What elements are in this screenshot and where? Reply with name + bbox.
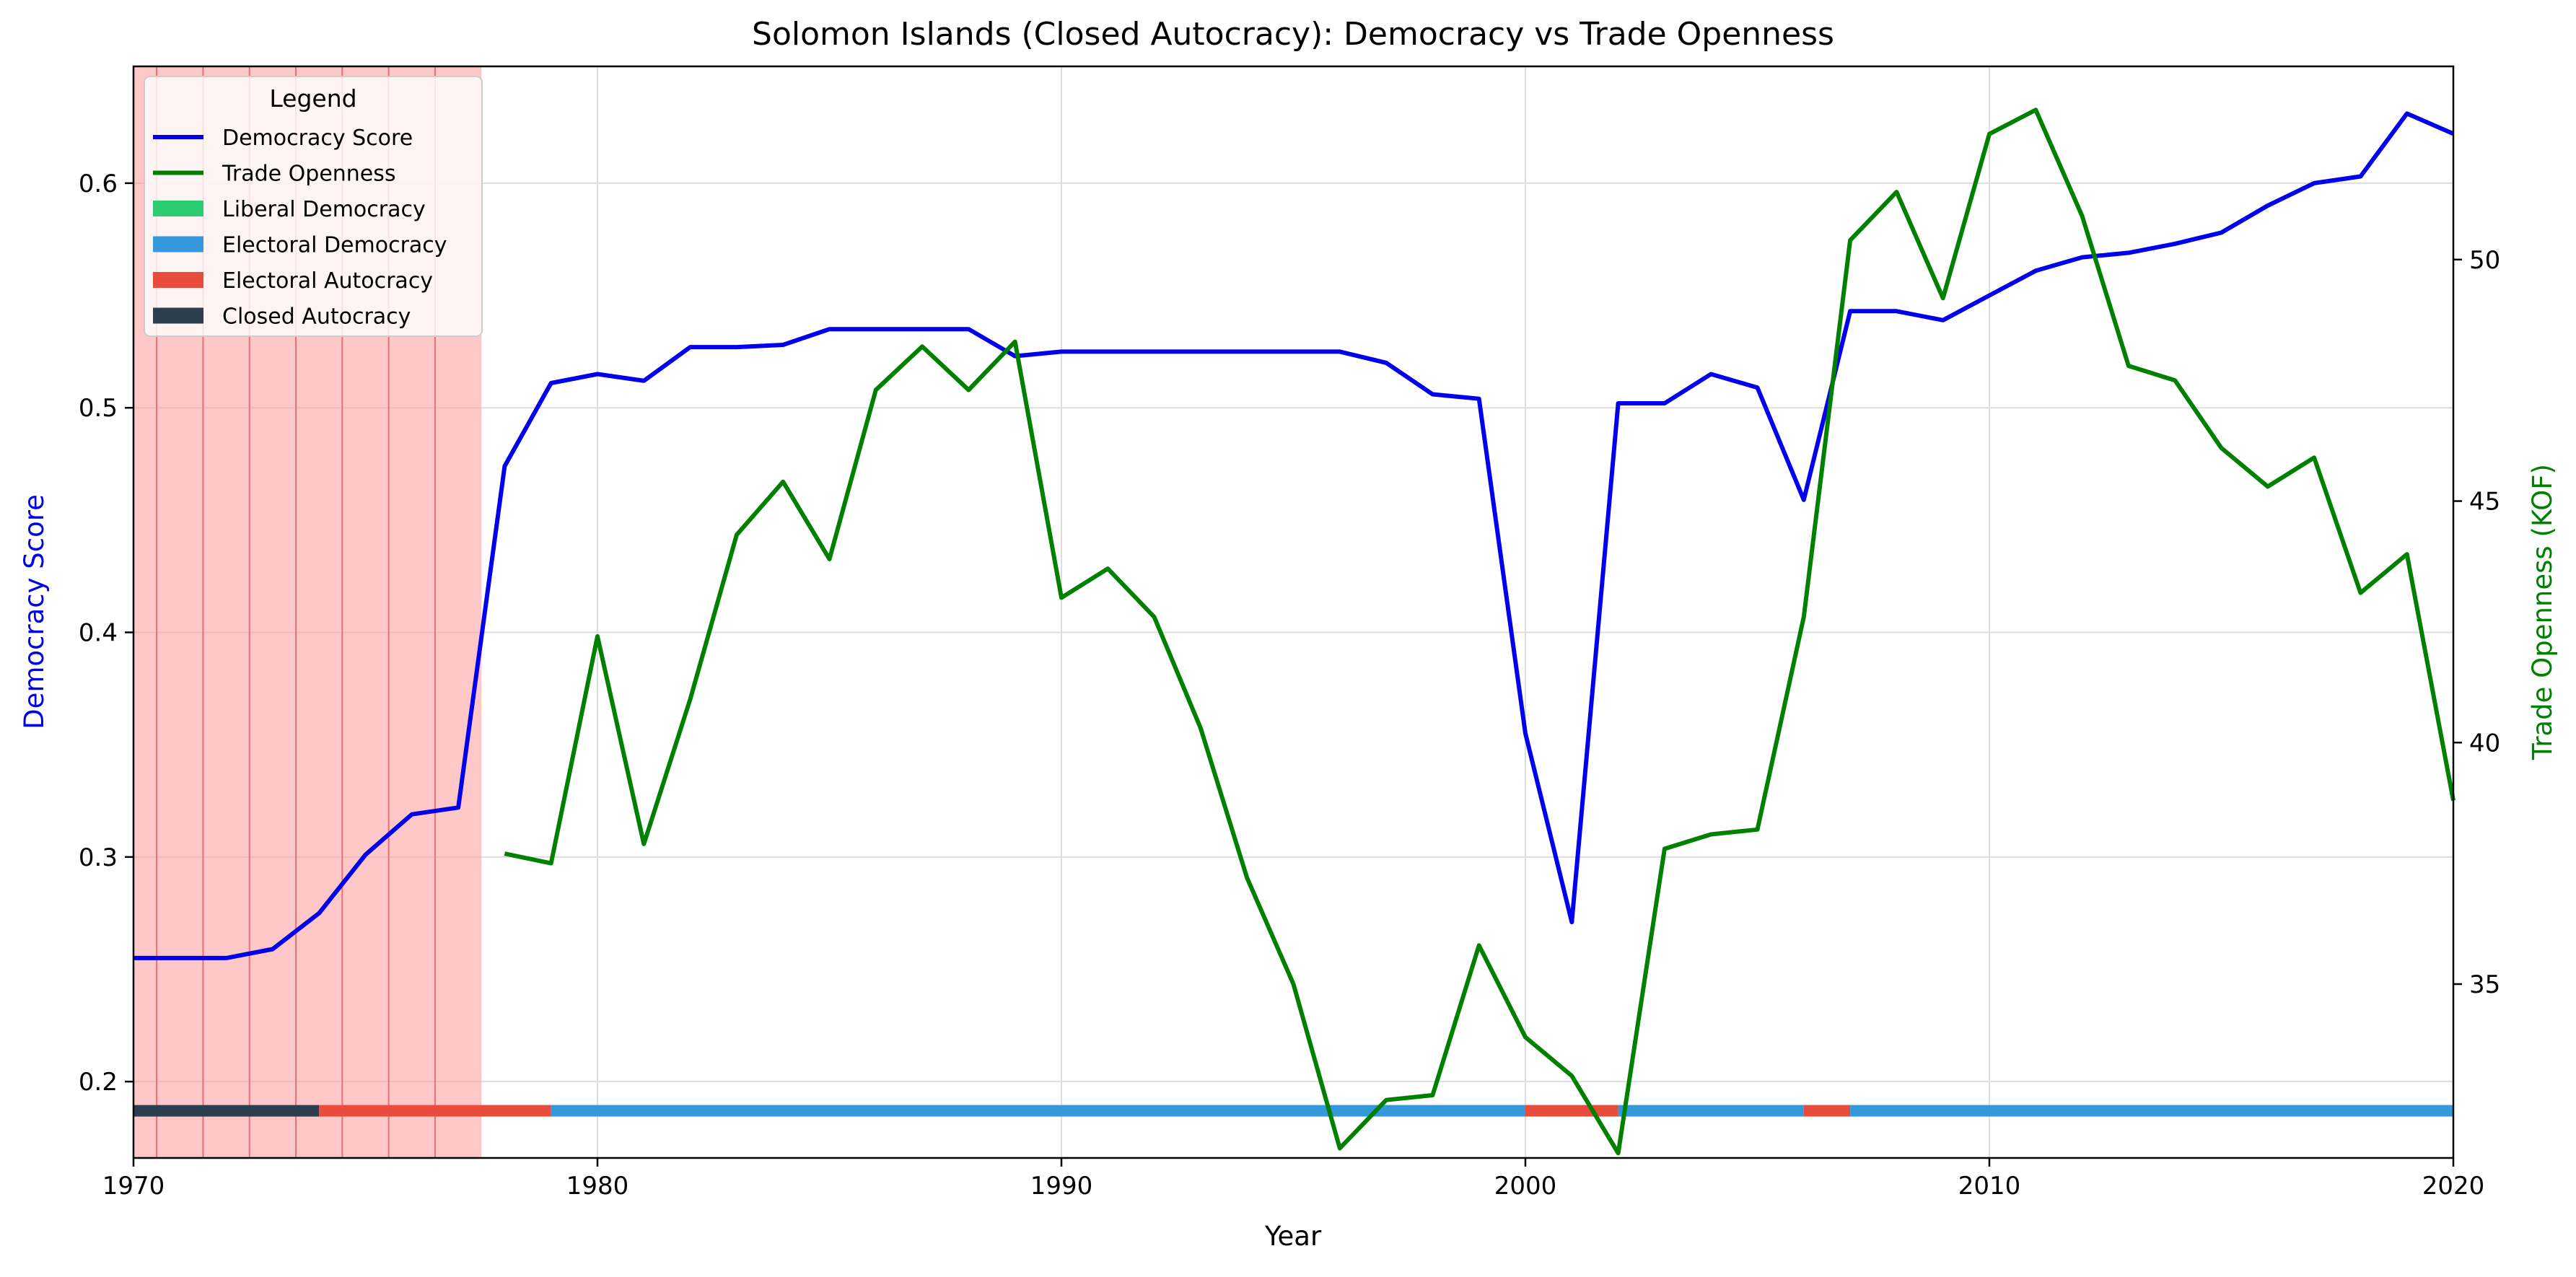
regime-segment [1850, 1105, 2453, 1117]
regime-bar [133, 1105, 2453, 1117]
chart-title: Solomon Islands (Closed Autocracy): Demo… [752, 16, 1834, 53]
legend-entry-label: Democracy Score [222, 126, 413, 151]
x-tick-label: 1980 [566, 1172, 629, 1201]
regime-segment [133, 1105, 320, 1117]
y-left-tick-label: 0.5 [79, 394, 118, 423]
y-right-tick-label: 45 [2469, 488, 2500, 517]
legend-entry-label: Liberal Democracy [222, 197, 426, 222]
regime-segment [1618, 1105, 1804, 1117]
regime-segment [551, 1105, 1526, 1117]
regime-segment [319, 1105, 551, 1117]
legend-patch-swatch [153, 201, 203, 216]
legend-patch-swatch [153, 307, 203, 324]
y-left-axis-label: Democracy Score [19, 494, 50, 729]
y-right-axis-label: Trade Openness (KOF) [2527, 464, 2558, 760]
x-axis-label: Year [1264, 1221, 1322, 1252]
x-tick-label: 1990 [1030, 1172, 1093, 1201]
y-right-axis-ticks: 35 40 45 50 [2453, 246, 2500, 999]
y-right-tick-label: 35 [2469, 970, 2500, 999]
legend-patch-swatch [153, 236, 203, 253]
y-left-tick-label: 0.3 [79, 843, 118, 872]
regime-segment [1803, 1105, 1851, 1117]
x-tick-label: 2000 [1494, 1172, 1557, 1201]
y-right-tick-label: 50 [2469, 246, 2500, 275]
legend-patch-swatch [153, 272, 203, 288]
regime-segment [1525, 1105, 1618, 1117]
series-lines [133, 107, 2455, 1156]
trade-openness-line [504, 107, 2455, 1156]
x-axis-ticks: 1970 1980 1990 2000 2010 2020 [102, 1158, 2485, 1201]
legend-entry-label: Electoral Democracy [222, 233, 447, 258]
x-tick-label: 1970 [102, 1172, 165, 1201]
y-left-tick-label: 0.2 [79, 1068, 118, 1097]
x-tick-label: 2020 [2422, 1172, 2485, 1201]
legend: Legend Democracy Score Trade Openness Libe… [144, 76, 483, 337]
legend-title: Legend [269, 84, 356, 113]
legend-box [144, 76, 483, 337]
y-right-tick-label: 40 [2469, 729, 2500, 758]
x-tick-label: 2010 [1958, 1172, 2021, 1201]
legend-entries: Democracy Score Trade Openness Liberal Dem… [153, 126, 447, 330]
y-left-tick-label: 0.4 [79, 619, 118, 648]
legend-entry-label: Electoral Autocracy [222, 268, 433, 294]
legend-entry-label: Trade Openness [222, 162, 396, 187]
y-left-axis-ticks: 0.2 0.3 0.4 0.5 0.6 [79, 170, 133, 1097]
democracy-score-line [133, 111, 2455, 960]
legend-entry-label: Closed Autocracy [222, 304, 411, 330]
y-left-tick-label: 0.6 [79, 170, 118, 198]
plot-frame [132, 65, 2455, 1159]
